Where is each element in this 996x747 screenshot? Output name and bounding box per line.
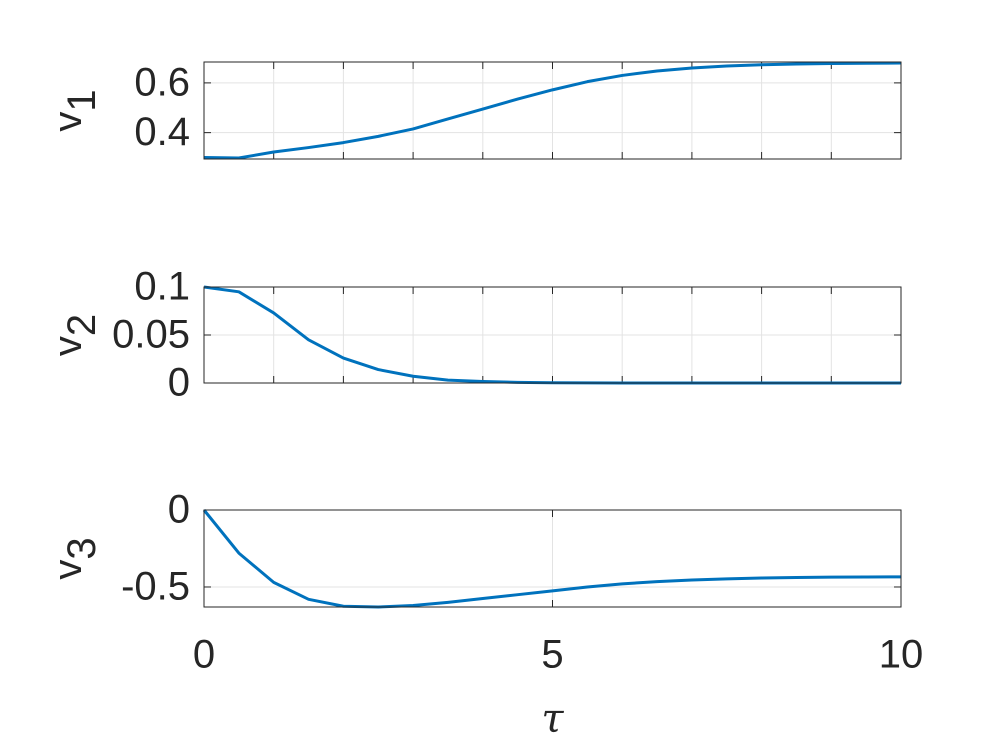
x-axis-label: τ (541, 696, 564, 742)
x-tick-label: 0 (193, 633, 215, 677)
axes-box (203, 61, 902, 160)
axes-box (203, 509, 902, 608)
data-line (202, 509, 902, 609)
y-tick-label: 0.4 (134, 110, 190, 154)
y-axis-label: v2 (46, 314, 104, 356)
y-axis-label-base: v (46, 336, 90, 356)
axes-box (203, 286, 902, 384)
x-tick-label: 10 (879, 633, 924, 677)
y-axis-label-base: v (46, 112, 90, 132)
y-tick-label: 0 (168, 488, 190, 532)
y-axis-label-subscript: 3 (60, 537, 104, 559)
y-tick-label: 0 (168, 361, 190, 405)
y-axis-label-base: v (46, 560, 90, 580)
y-tick-label: 0.1 (134, 265, 190, 309)
y-axis-label-subscript: 2 (60, 314, 104, 336)
y-tick-label: 0.6 (134, 60, 190, 104)
x-tick-label: 5 (541, 633, 563, 677)
y-tick-label: 0.05 (112, 313, 190, 357)
y-axis-label: v1 (46, 89, 104, 131)
data-line (203, 61, 902, 160)
y-tick-label: -0.5 (121, 565, 190, 609)
y-axis-label: v3 (46, 537, 104, 579)
y-axis-label-subscript: 1 (60, 89, 104, 111)
